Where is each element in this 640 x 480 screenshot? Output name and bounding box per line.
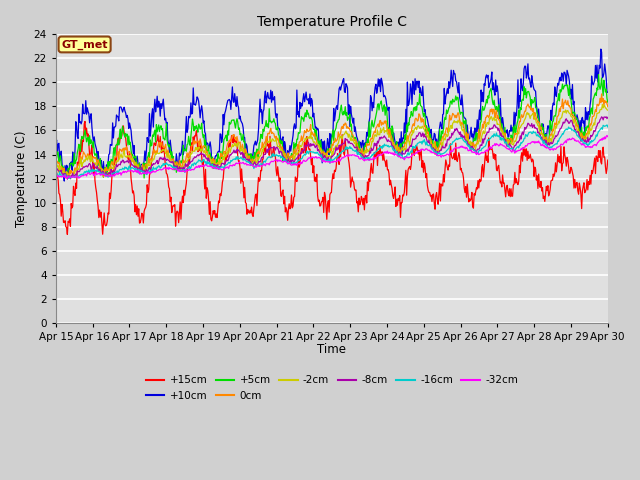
-32cm xyxy=(604,134,612,140)
-16cm xyxy=(65,176,73,181)
Line: +10cm: +10cm xyxy=(56,49,608,181)
-32cm xyxy=(603,132,611,138)
+15cm xyxy=(120,130,128,136)
Line: -2cm: -2cm xyxy=(56,105,608,178)
Title: Temperature Profile C: Temperature Profile C xyxy=(257,15,407,29)
0cm xyxy=(416,112,424,118)
+15cm xyxy=(81,119,89,124)
+10cm xyxy=(400,135,408,141)
0cm xyxy=(400,144,408,149)
0cm xyxy=(52,156,60,161)
-8cm xyxy=(604,115,612,120)
-2cm xyxy=(175,162,183,168)
-2cm xyxy=(205,156,212,162)
+15cm xyxy=(52,151,60,156)
Y-axis label: Temperature (C): Temperature (C) xyxy=(15,131,28,227)
-16cm xyxy=(120,166,127,172)
+5cm xyxy=(400,139,408,145)
+5cm xyxy=(52,157,60,163)
+15cm xyxy=(205,212,213,217)
+15cm xyxy=(401,190,408,195)
-16cm xyxy=(604,124,612,130)
-2cm xyxy=(416,125,424,131)
-2cm xyxy=(64,175,72,181)
-8cm xyxy=(62,173,70,179)
-16cm xyxy=(416,139,424,145)
+5cm xyxy=(175,160,183,166)
0cm xyxy=(62,175,70,181)
+10cm xyxy=(604,89,612,95)
-8cm xyxy=(400,151,408,157)
-16cm xyxy=(62,172,70,178)
+5cm xyxy=(595,72,602,77)
Text: GT_met: GT_met xyxy=(61,39,108,49)
Line: -32cm: -32cm xyxy=(56,135,608,178)
Line: -16cm: -16cm xyxy=(56,125,608,179)
+10cm xyxy=(416,90,424,96)
-32cm xyxy=(120,168,127,174)
-16cm xyxy=(603,122,611,128)
+15cm xyxy=(177,199,184,205)
+10cm xyxy=(120,106,127,112)
+10cm xyxy=(597,46,605,52)
-8cm xyxy=(52,165,60,171)
-8cm xyxy=(416,130,424,135)
-32cm xyxy=(205,163,212,169)
+10cm xyxy=(60,178,68,184)
-2cm xyxy=(120,150,127,156)
-32cm xyxy=(175,168,183,174)
+5cm xyxy=(416,91,424,96)
-32cm xyxy=(416,148,424,154)
-32cm xyxy=(63,175,71,181)
-2cm xyxy=(604,108,612,113)
0cm xyxy=(604,104,612,109)
+10cm xyxy=(175,150,183,156)
+15cm xyxy=(417,147,424,153)
-8cm xyxy=(175,164,183,169)
-8cm xyxy=(205,155,212,161)
-2cm xyxy=(52,157,60,163)
0cm xyxy=(175,158,183,164)
+10cm xyxy=(63,162,70,168)
+10cm xyxy=(52,142,60,147)
-16cm xyxy=(400,156,408,162)
-2cm xyxy=(598,102,606,108)
Line: +15cm: +15cm xyxy=(56,121,608,234)
-8cm xyxy=(598,114,605,120)
X-axis label: Time: Time xyxy=(317,343,346,356)
+5cm xyxy=(62,172,70,178)
-2cm xyxy=(400,148,408,154)
+5cm xyxy=(140,175,148,181)
-8cm xyxy=(120,157,127,163)
+15cm xyxy=(604,157,612,163)
+10cm xyxy=(205,146,212,152)
-32cm xyxy=(400,156,408,161)
0cm xyxy=(63,171,70,177)
-16cm xyxy=(52,171,60,177)
+5cm xyxy=(205,143,212,149)
0cm xyxy=(205,153,212,158)
-16cm xyxy=(205,159,212,165)
Line: 0cm: 0cm xyxy=(56,94,608,178)
0cm xyxy=(120,145,127,151)
+15cm xyxy=(63,231,71,237)
-32cm xyxy=(52,174,60,180)
-16cm xyxy=(175,168,183,174)
Line: -8cm: -8cm xyxy=(56,117,608,179)
-8cm xyxy=(63,176,71,182)
-2cm xyxy=(62,169,70,175)
Line: +5cm: +5cm xyxy=(56,74,608,178)
+5cm xyxy=(604,99,612,105)
+5cm xyxy=(119,123,127,129)
+15cm xyxy=(62,224,70,229)
-32cm xyxy=(62,175,70,180)
Legend: +15cm, +10cm, +5cm, 0cm, -2cm, -8cm, -16cm, -32cm: +15cm, +10cm, +5cm, 0cm, -2cm, -8cm, -16… xyxy=(141,372,522,405)
0cm xyxy=(598,91,605,97)
